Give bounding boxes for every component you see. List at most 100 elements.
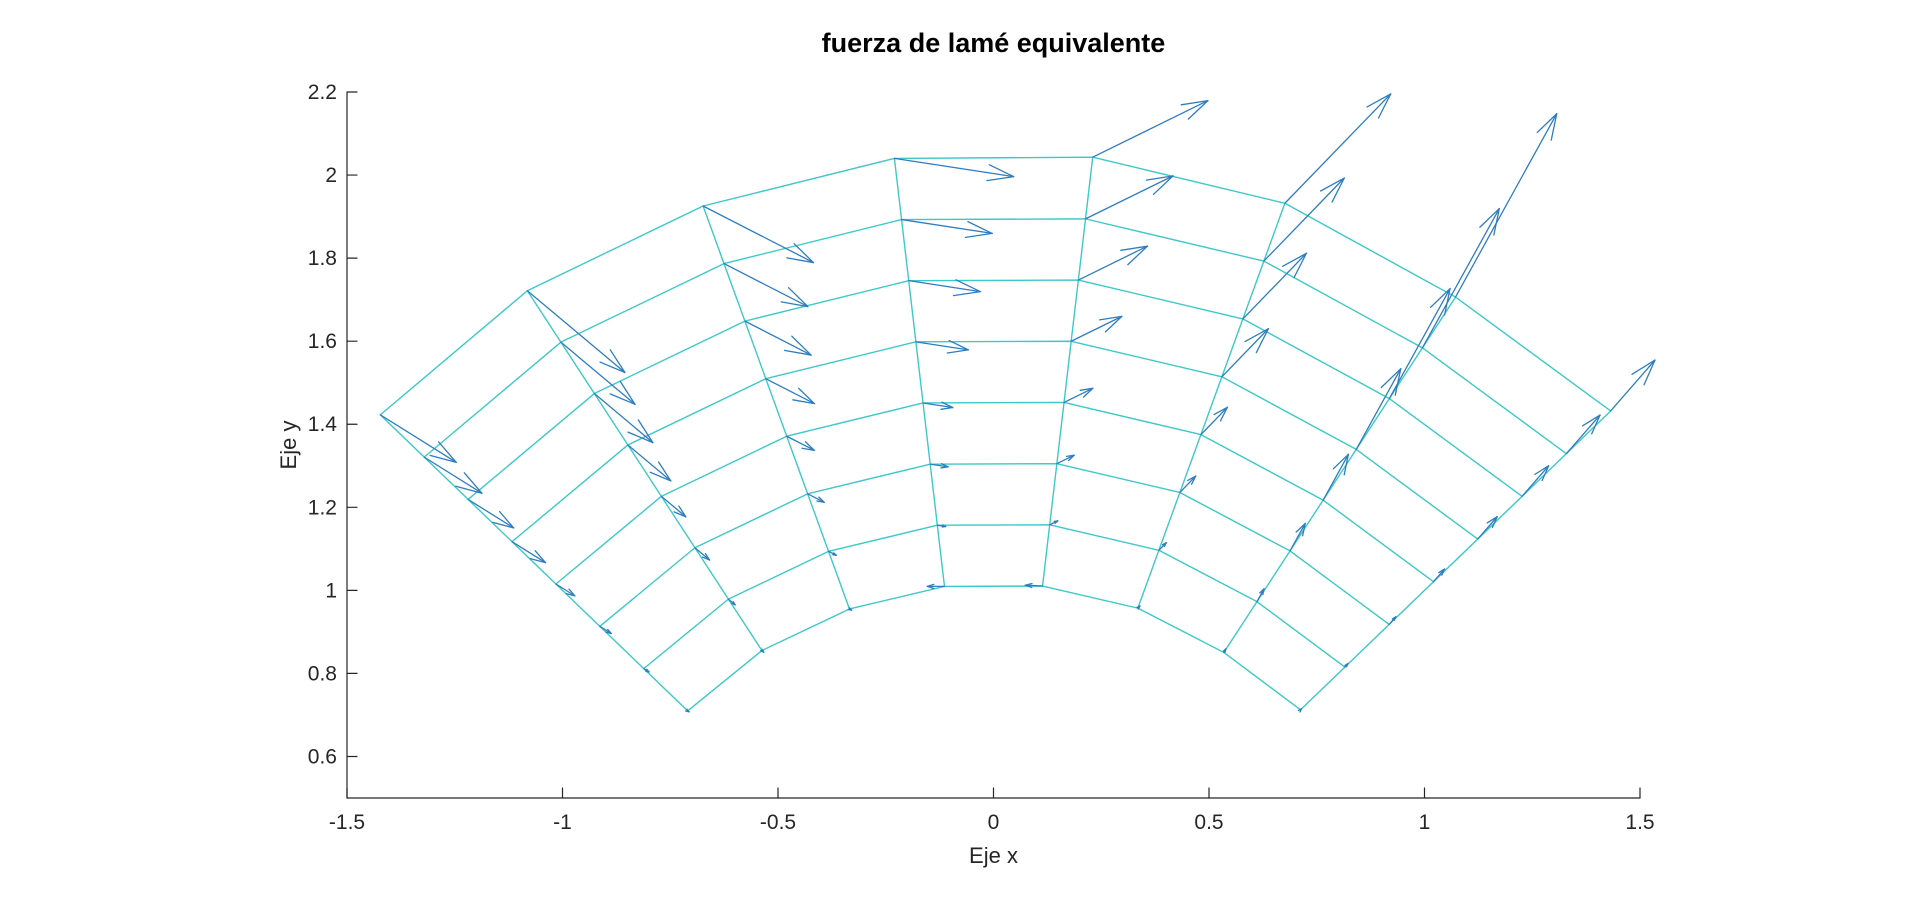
quiver-arrow-head <box>1332 453 1350 470</box>
quiver-arrow-shaft <box>765 378 815 405</box>
quiver-arrow-head <box>1534 465 1550 476</box>
y-axis-label: Eje y <box>276 420 301 470</box>
quiver-arrow-head <box>534 550 547 564</box>
quiver-arrow-head <box>1098 315 1123 321</box>
quiver-arrow-head <box>637 419 654 444</box>
quiver-arrow-head <box>926 585 935 590</box>
mesh-spoke-line <box>526 290 763 652</box>
y-tick-label: 1.8 <box>308 247 337 270</box>
quiver-arrow-head <box>1343 453 1350 476</box>
mesh-ring-line <box>599 462 1390 628</box>
quiver-arrow-shaft <box>915 341 969 351</box>
quiver-arrow-head <box>1536 113 1558 134</box>
quiver-arrow-head <box>1591 414 1601 435</box>
quiver-arrow-head <box>1541 465 1550 482</box>
quiver-arrow-head <box>1486 516 1498 524</box>
quiver-arrow-shaft <box>1521 465 1550 498</box>
quiver-arrow-shaft <box>1289 522 1306 552</box>
quiver-arrow-head <box>686 708 690 713</box>
y-tick-label: 0.6 <box>308 745 337 768</box>
quiver-arrow-head <box>609 393 636 405</box>
mesh-spoke-line <box>379 414 689 712</box>
plot-title: fuerza de lamé equivalente <box>821 28 1166 58</box>
quiver-arrow-head <box>437 441 457 463</box>
quiver-arrow-head <box>529 557 547 564</box>
quiver-arrow-head <box>1380 368 1402 389</box>
quiver-arrow-head <box>1244 327 1270 343</box>
quiver-arrow-head <box>619 380 636 405</box>
mesh-spoke-line <box>702 205 851 610</box>
quiver-arrow-head <box>1082 387 1094 398</box>
quiver-arrow-head <box>986 175 1015 182</box>
quiver-arrow-head <box>1067 454 1075 462</box>
y-tick-label: 0.8 <box>308 662 337 685</box>
quiver-arrow-head <box>946 349 969 354</box>
y-tick-label: 1.4 <box>308 413 338 436</box>
quiver-arrow-head <box>955 279 981 293</box>
quiver-arrow-head <box>1187 99 1209 120</box>
quiver-arrow-head <box>658 461 672 482</box>
quiver-arrow-head <box>940 463 949 468</box>
quiver-arrow-shaft <box>1070 315 1123 342</box>
quiver-arrow-shaft <box>786 435 815 452</box>
quiver-arrow-shaft <box>929 463 949 468</box>
quiver-arrow-head <box>791 335 812 356</box>
quiver-arrow-head <box>607 628 612 635</box>
quiver-arrow-head <box>1024 584 1033 589</box>
x-tick-label: -1.5 <box>329 811 365 834</box>
quiver-arrow-head <box>1550 113 1558 141</box>
quiver-arrow-shaft <box>1477 516 1498 540</box>
mesh-spoke-line <box>1299 410 1612 711</box>
quiver-arrow-shaft <box>694 547 711 561</box>
quiver-arrow-shaft <box>1242 252 1308 320</box>
quiver-arrow-head <box>988 164 1015 178</box>
quiver-arrow-shaft <box>1421 207 1500 349</box>
quiver-arrow-head <box>818 496 825 503</box>
quiver-arrow-head <box>1127 245 1149 266</box>
quiver-arrow-head <box>783 349 812 356</box>
mesh-ring-line <box>686 585 1302 712</box>
quiver-arrow-head <box>964 232 993 239</box>
quiver-arrow-shaft <box>1565 414 1601 455</box>
quiver-arrow-shaft <box>1355 368 1402 451</box>
mesh-ring-line <box>511 340 1479 543</box>
quiver-arrow-shaft <box>467 498 515 529</box>
quiver-arrow-shaft <box>526 290 626 374</box>
quiver-arrow-head <box>780 301 809 308</box>
quiver-arrow-head <box>798 387 815 405</box>
quiver-arrow-shaft <box>1077 245 1149 281</box>
quiver-arrow-head <box>948 339 969 351</box>
quiver-arrow-shaft <box>1256 588 1265 603</box>
mesh-ring-line <box>643 524 1346 670</box>
quiver-arrow-shaft <box>1609 359 1656 412</box>
quiver-arrow-head <box>1190 475 1197 485</box>
quiver-arrow-head <box>498 510 515 529</box>
quiver-arrow-head <box>1344 662 1349 667</box>
y-tick-label: 2 <box>325 164 337 187</box>
quiver-arrow-head <box>1331 177 1345 203</box>
quiver-arrow-head <box>787 287 809 308</box>
quiver-arrow-shaft <box>1263 177 1345 262</box>
quiver-arrow-shaft <box>599 625 612 635</box>
quiver-arrow-head <box>761 648 765 653</box>
quiver-arrow-head <box>793 243 815 264</box>
quiver-arrow-shaft <box>893 157 1015 178</box>
quiver-arrow-head <box>1145 175 1174 181</box>
quiver-arrow-head <box>1391 616 1397 620</box>
quiver-arrow-head <box>492 521 515 529</box>
quiver-arrow-shaft <box>807 493 825 503</box>
quiver-arrow-head <box>678 505 687 518</box>
x-tick-label: -1 <box>553 811 572 834</box>
quiver-arrow-head <box>1631 359 1656 375</box>
quiver-arrow-head <box>1295 522 1306 533</box>
quiver-arrow-head <box>1581 414 1601 427</box>
quiver-arrow-shaft <box>1221 327 1270 378</box>
quiver-arrow-head <box>1643 359 1656 386</box>
quiver-arrow-shaft <box>593 392 654 444</box>
y-tick-label: 1.2 <box>308 496 337 519</box>
quiver-arrow-head <box>1180 99 1209 106</box>
mesh-ring-line <box>555 401 1435 585</box>
quiver-arrow-head <box>1053 520 1059 523</box>
quiver-arrow-shaft <box>1063 387 1094 404</box>
